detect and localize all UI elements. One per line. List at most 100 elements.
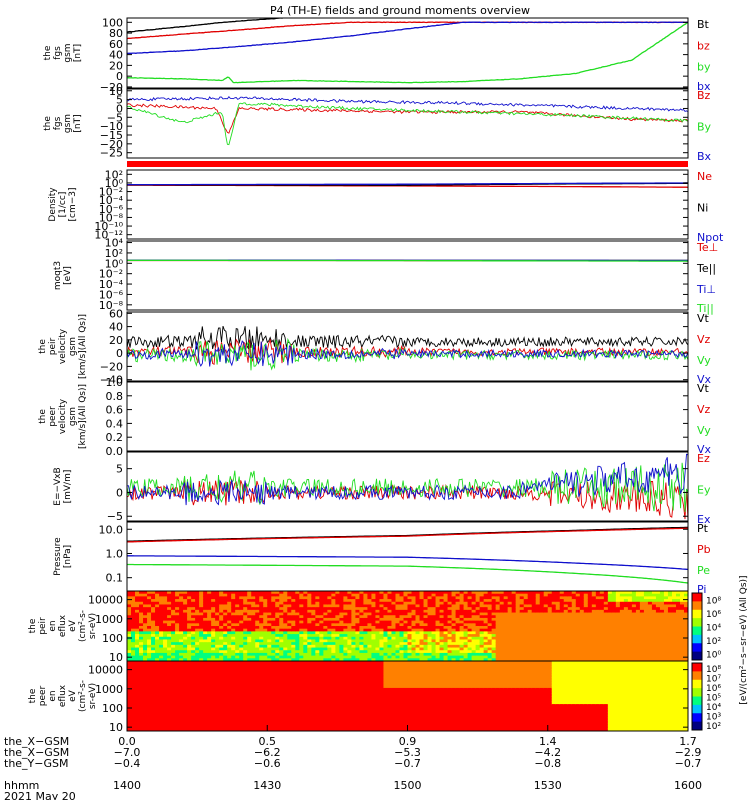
- spec-cell: [127, 666, 132, 670]
- spec-cell: [671, 596, 677, 600]
- spec-cell: [295, 620, 300, 624]
- spec-cell: [251, 712, 256, 716]
- spec-cell: [535, 612, 541, 616]
- spec-cell: [639, 609, 645, 614]
- spec-cell: [411, 650, 417, 654]
- spec-cell: [403, 634, 409, 638]
- spec-cell: [503, 626, 509, 630]
- spec-cell: [443, 591, 449, 595]
- spec-cell: [663, 658, 669, 661]
- spec-cell: [595, 620, 601, 624]
- spec-cell: [615, 593, 621, 597]
- spec-cell: [163, 607, 168, 611]
- spec-cell: [263, 644, 268, 649]
- spec-cell: [611, 609, 617, 614]
- spec-cell: [283, 639, 288, 643]
- spec-cell: [283, 599, 288, 603]
- spec-cell: [671, 623, 677, 627]
- spec-cell: [667, 639, 673, 643]
- spec-cell: [491, 612, 497, 616]
- spec-cell: [543, 655, 549, 659]
- spec-cell: [383, 647, 389, 651]
- spec-cell: [163, 666, 168, 670]
- spec-cell: [519, 658, 525, 661]
- spec-cell: [243, 599, 248, 603]
- spec-cell: [379, 626, 385, 630]
- spec-cell: [439, 601, 445, 606]
- spec-cell: [159, 604, 164, 608]
- spec-cell: [283, 722, 288, 727]
- spec-cell: [619, 639, 625, 643]
- spec-cell: [407, 601, 413, 606]
- spec-cell: [623, 639, 629, 643]
- spec-cell: [143, 636, 148, 641]
- spec-cell: [635, 612, 641, 616]
- spec-cell: [187, 720, 192, 724]
- spec-cell: [243, 636, 248, 641]
- spec-cell: [343, 655, 348, 659]
- spec-cell: [243, 615, 248, 619]
- spec-cell: [519, 655, 525, 659]
- spec-cell: [379, 593, 385, 597]
- spec-cell: [287, 685, 292, 689]
- spec-cell: [455, 591, 461, 595]
- spec-cell: [655, 604, 661, 608]
- spec-cell: [251, 677, 256, 681]
- spec-cell: [651, 644, 657, 649]
- spec-cell: [215, 636, 220, 641]
- spec-cell: [135, 709, 140, 713]
- spec-cell: [367, 596, 373, 600]
- spec-cell: [239, 677, 244, 681]
- spec-cell: [503, 634, 509, 638]
- ytick-label-fgs-gsm: 40: [109, 49, 123, 62]
- spec-cell: [335, 596, 340, 600]
- spec-cell: [263, 623, 268, 627]
- spec-cell: [615, 650, 621, 654]
- spec-cell: [163, 623, 168, 627]
- spec-cell: [207, 647, 212, 651]
- spec-cell: [419, 634, 425, 638]
- spec-cell: [639, 647, 645, 651]
- spec-cell: [315, 650, 320, 654]
- spec-cell: [199, 714, 204, 719]
- spec-cell: [575, 647, 581, 651]
- spec-cell: [359, 652, 365, 657]
- spec-cell: [235, 626, 240, 630]
- panel-frame-peer-vel: [126, 381, 689, 452]
- spec-cell: [531, 596, 537, 600]
- spec-cell: [339, 615, 344, 619]
- spec-cell: [219, 626, 224, 630]
- spec-cell: [275, 701, 280, 705]
- spec-cell: [599, 607, 605, 611]
- spec-cell: [427, 609, 433, 614]
- spec-cell: [567, 615, 573, 619]
- spec-cell: [259, 717, 264, 721]
- spec-cell: [563, 644, 569, 649]
- spec-cell: [655, 644, 661, 649]
- spec-cell: [147, 601, 152, 606]
- spec-cell: [243, 596, 248, 600]
- spec-cell: [295, 623, 300, 627]
- spec-cell: [579, 647, 585, 651]
- spec-cell: [347, 636, 352, 641]
- spec-cell: [283, 591, 288, 595]
- spec-cell: [459, 593, 465, 597]
- spec-cell: [295, 639, 300, 643]
- spec-cell: [267, 679, 272, 684]
- spec-cell: [559, 650, 565, 654]
- spec-cell: [643, 636, 649, 641]
- spec-cell: [667, 612, 673, 616]
- spec-cell: [255, 642, 260, 646]
- spec-cell: [583, 593, 589, 597]
- spec-cell: [671, 615, 677, 619]
- spec-cell: [167, 636, 172, 641]
- spec-cell: [383, 615, 389, 619]
- spec-cell: [615, 601, 621, 606]
- spec-cell: [283, 655, 288, 659]
- spec-cell: [319, 591, 324, 595]
- spec-cell: [667, 615, 673, 619]
- spec-cell: [151, 679, 156, 684]
- spec-cell: [155, 655, 160, 659]
- spec-cell: [175, 701, 180, 705]
- spec-cell: [175, 634, 180, 638]
